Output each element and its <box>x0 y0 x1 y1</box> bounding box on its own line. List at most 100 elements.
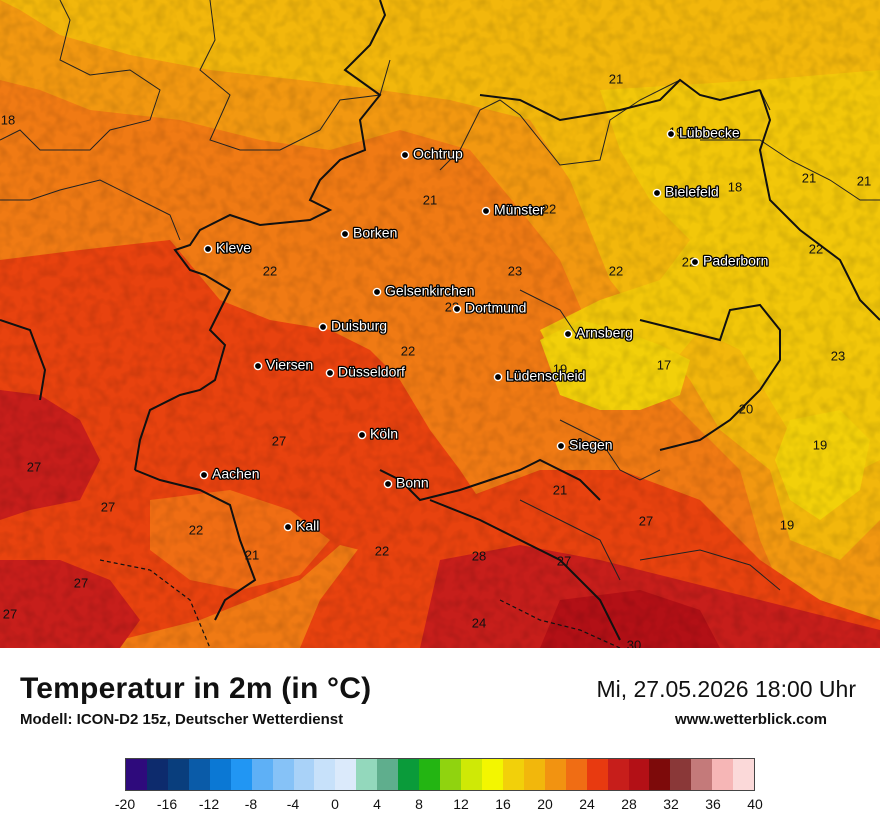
city-dot <box>556 441 566 451</box>
colorbar-swatch <box>419 759 441 790</box>
city-label: Paderborn <box>703 253 768 269</box>
colorbar-swatch <box>502 759 524 790</box>
city-label: Siegen <box>569 437 613 453</box>
colorbar-swatch <box>565 759 587 790</box>
city-label: Lüdenscheid <box>506 368 585 384</box>
model-info: Modell: ICON-D2 15z, Deutscher Wetterdie… <box>20 711 344 728</box>
colorbar-swatch <box>481 759 503 790</box>
colorbar-swatch <box>356 759 378 790</box>
temperature-label: 27 <box>639 513 653 528</box>
forecast-datetime: Mi, 27.05.2026 18:00 Uhr <box>596 676 856 702</box>
city-dot <box>318 322 328 332</box>
city-label: Viersen <box>266 357 313 373</box>
city-marker: Lübbecke <box>666 123 741 142</box>
temperature-label: 27 <box>74 575 88 590</box>
city-dot <box>372 287 382 297</box>
city-marker: Borken <box>340 223 399 242</box>
colorbar-swatch <box>314 759 336 790</box>
temperature-label: 19 <box>780 517 794 532</box>
colorbar-tick-label: 20 <box>537 796 553 812</box>
city-marker: Bielefeld <box>652 182 720 201</box>
temperature-label: 21 <box>857 173 871 188</box>
city-dot <box>493 372 503 382</box>
city-dot <box>283 522 293 532</box>
city-markers: Ochtrup Lübbecke Bielefeld Münster Borken Kle… <box>199 123 770 535</box>
city-label: Lübbecke <box>679 125 740 141</box>
colorbar-tick-label: 0 <box>331 796 339 812</box>
colorbar-swatch <box>544 759 566 790</box>
colorbar-swatch <box>607 759 629 790</box>
city-dot <box>452 304 462 314</box>
colorbar-swatch <box>691 759 713 790</box>
colorbar-tick-label: 36 <box>705 796 721 812</box>
city-label: Duisburg <box>331 318 387 334</box>
colorbar-tick-label: 32 <box>663 796 679 812</box>
city-marker: Köln <box>357 424 399 443</box>
colorbar-swatch <box>293 759 315 790</box>
temperature-label: 27 <box>557 553 571 568</box>
city-dot <box>340 229 350 239</box>
colorbar-swatch <box>628 759 650 790</box>
website-link[interactable]: www.wetterblick.com <box>675 711 827 728</box>
city-dot <box>666 129 676 139</box>
city-dot <box>690 257 700 267</box>
colorbar-swatch <box>377 759 399 790</box>
city-marker: Düsseldorf <box>325 362 406 381</box>
temperature-label: 21 <box>553 482 567 497</box>
temperature-label: 22 <box>375 543 389 558</box>
city-marker: Viersen <box>253 355 315 374</box>
field-texture <box>0 0 880 648</box>
temperature-label: 24 <box>472 615 486 630</box>
city-marker: Bonn <box>383 473 430 492</box>
temperature-label: 27 <box>27 459 41 474</box>
city-label: Gelsenkirchen <box>385 283 475 299</box>
colorbar-swatch <box>461 759 482 790</box>
colorbar-swatch <box>230 759 252 790</box>
city-label: Bielefeld <box>665 184 719 200</box>
temperature-label: 21 <box>245 547 259 562</box>
city-dot <box>652 188 662 198</box>
map-footer: Temperatur in 2m (in °C) Modell: ICON-D2… <box>0 648 880 830</box>
colorbar-swatch <box>188 759 210 790</box>
temperature-label: 20 <box>739 401 753 416</box>
temperature-label: 22 <box>263 263 277 278</box>
colorbar-swatch <box>146 759 168 790</box>
city-marker: Duisburg <box>318 316 388 335</box>
city-label: Ochtrup <box>413 146 463 162</box>
city-marker: Arnsberg <box>563 323 634 342</box>
city-label: Bonn <box>396 475 429 491</box>
city-dot <box>400 150 410 160</box>
city-marker: Dortmund <box>452 298 528 317</box>
colorbar-swatch <box>523 759 545 790</box>
colorbar-swatch <box>272 759 294 790</box>
colorbar-swatch <box>335 759 357 790</box>
temperature-label: 18 <box>728 179 742 194</box>
temperature-label: 22 <box>809 241 823 256</box>
temperature-label: 19 <box>553 361 567 376</box>
colorbar-tick-label: 28 <box>621 796 637 812</box>
temperature-label: 23 <box>508 263 522 278</box>
city-marker: Münster <box>481 200 546 219</box>
map-title: Temperatur in 2m (in °C) <box>20 672 372 705</box>
city-label: Kleve <box>216 240 251 256</box>
city-dot <box>325 368 335 378</box>
city-label: Aachen <box>212 466 259 482</box>
temperature-label: 27 <box>101 499 115 514</box>
city-marker: Lüdenscheid <box>493 366 587 385</box>
colorbar-tick-label: 24 <box>579 796 595 812</box>
colorbar-tick-label: -12 <box>198 796 220 812</box>
colorbar-swatch <box>440 759 461 790</box>
colorbar-tick-label: -8 <box>244 796 258 812</box>
colorbar-swatch <box>586 759 608 790</box>
temperature-label: 27 <box>3 606 17 621</box>
colorbar-swatch <box>126 759 147 790</box>
temperature-colorbar <box>125 758 755 791</box>
city-label: Borken <box>353 225 397 241</box>
colorbar-tick-label: 40 <box>747 796 763 812</box>
city-dot <box>357 430 367 440</box>
city-dot <box>253 361 263 371</box>
city-marker: Paderborn <box>690 251 770 270</box>
temperature-label: 21 <box>609 71 623 86</box>
